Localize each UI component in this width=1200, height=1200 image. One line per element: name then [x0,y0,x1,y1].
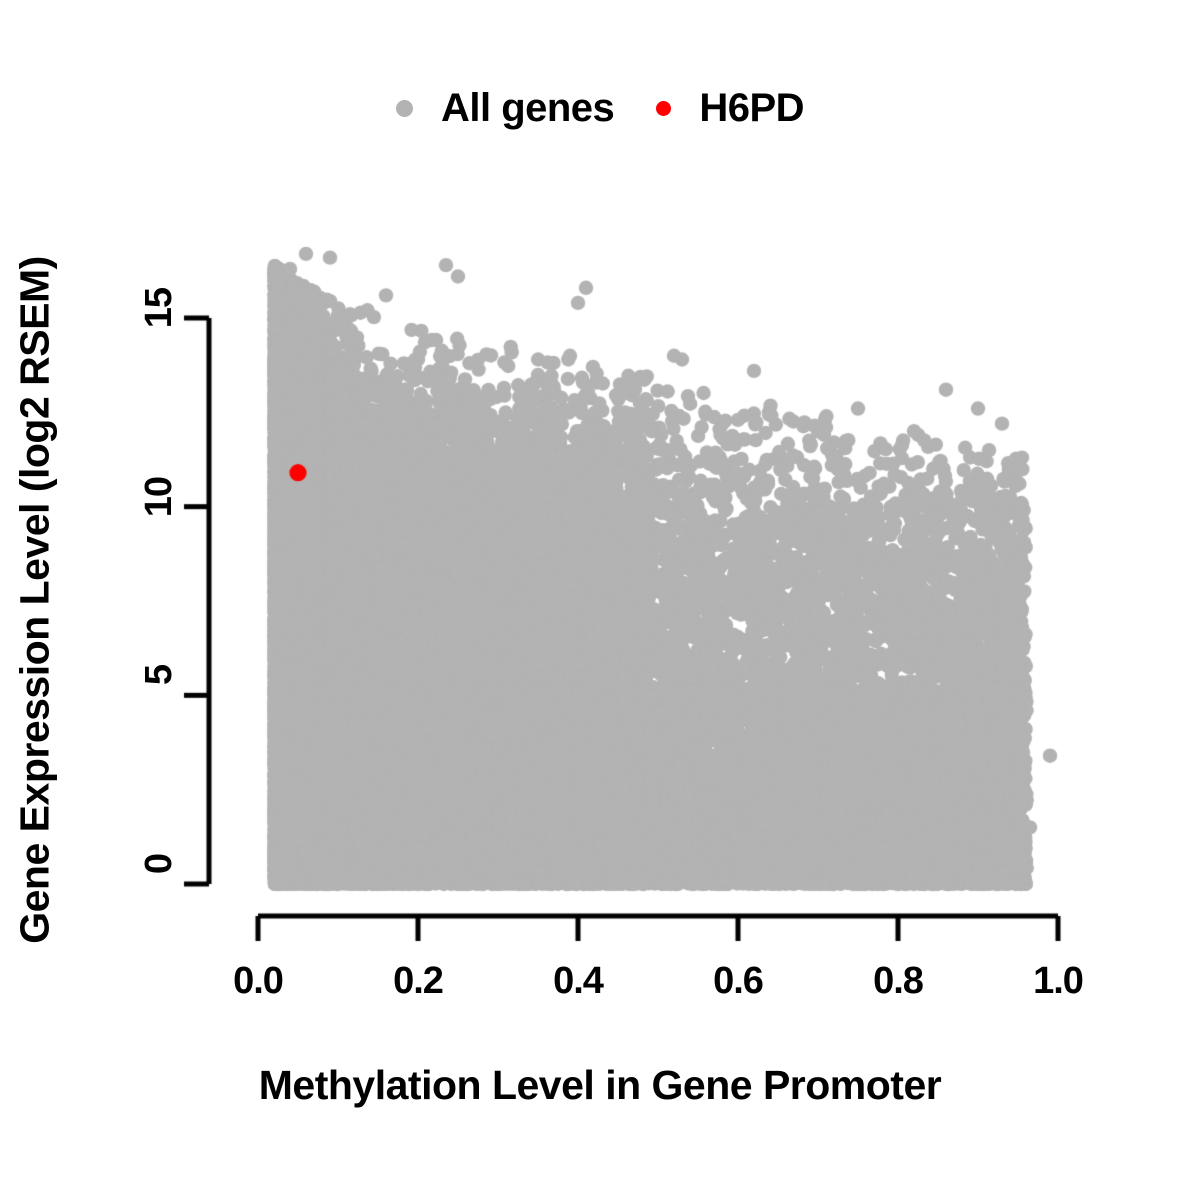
y-axis-title: Gene Expression Level (log2 RSEM) [11,256,58,944]
x-tick-label: 0.0 [233,960,284,1002]
y-axis-title-wrap: Gene Expression Level (log2 RSEM) [0,0,70,1200]
y-tick-label: 0 [138,854,180,875]
x-axis-title: Methylation Level in Gene Promoter [258,1062,942,1108]
y-tick-label: 10 [138,476,180,517]
x-tick-label: 0.4 [553,960,604,1002]
y-tick-label: 5 [138,665,180,686]
x-tick-label: 0.6 [713,960,764,1002]
y-tick-label: 15 [138,288,180,329]
x-tick-label: 0.8 [873,960,924,1002]
x-tick-label: 0.2 [393,960,444,1002]
x-tick-label: 1.0 [1033,960,1084,1002]
